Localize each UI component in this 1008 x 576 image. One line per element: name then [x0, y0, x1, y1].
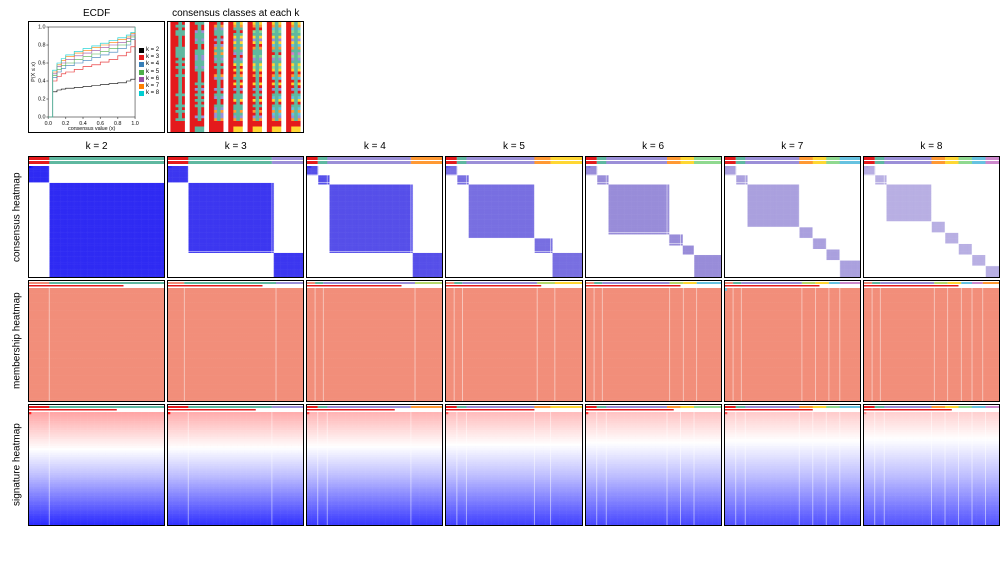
top-row: ECDF k = 2k = 3k = 4k = 5k = 6k = 7k = 8…	[28, 8, 304, 133]
consensus-heatmap-k4	[306, 156, 443, 278]
row-label-signature: signature heatmap	[8, 404, 26, 526]
signature-heatmap-k4	[306, 404, 443, 526]
ecdf-plot: k = 2k = 3k = 4k = 5k = 6k = 7k = 8	[28, 21, 165, 133]
membership-heatmap-k7	[724, 280, 861, 402]
signature-heatmap-k7	[724, 404, 861, 526]
signature-heatmap-k8	[863, 404, 1000, 526]
membership-heatmap-k6	[585, 280, 722, 402]
membership-heatmap-k8	[863, 280, 1000, 402]
consensus-heatmap-k3	[167, 156, 304, 278]
row-label-consensus: consensus heatmap	[8, 156, 26, 278]
signature-heatmap-k5	[445, 404, 582, 526]
row-label-membership: membership heatmap	[8, 280, 26, 402]
signature-heatmap-k2	[28, 404, 165, 526]
membership-heatmap-k2	[28, 280, 165, 402]
consensus-heatmap-k7	[724, 156, 861, 278]
k-label-8: k = 8	[863, 139, 1000, 154]
membership-heatmap-k3	[167, 280, 304, 402]
k-label-7: k = 7	[724, 139, 861, 154]
k-label-6: k = 6	[585, 139, 722, 154]
ecdf-panel: ECDF k = 2k = 3k = 4k = 5k = 6k = 7k = 8	[28, 8, 165, 133]
k-label-2: k = 2	[28, 139, 165, 154]
consensus-classes-plot	[167, 21, 304, 133]
k-label-4: k = 4	[306, 139, 443, 154]
figure-grid: ECDF k = 2k = 3k = 4k = 5k = 6k = 7k = 8…	[8, 8, 1000, 526]
consensus-classes-title: consensus classes at each k	[167, 8, 304, 19]
consensus-classes-panel: consensus classes at each k	[167, 8, 304, 133]
consensus-heatmap-k6	[585, 156, 722, 278]
signature-heatmap-k6	[585, 404, 722, 526]
ecdf-legend: k = 2k = 3k = 4k = 5k = 6k = 7k = 8	[138, 46, 160, 98]
signature-heatmap-k3	[167, 404, 304, 526]
consensus-heatmap-k2	[28, 156, 165, 278]
membership-heatmap-k5	[445, 280, 582, 402]
k-label-5: k = 5	[445, 139, 582, 154]
k-label-3: k = 3	[167, 139, 304, 154]
consensus-heatmap-k8	[863, 156, 1000, 278]
ecdf-title: ECDF	[28, 8, 165, 19]
membership-heatmap-k4	[306, 280, 443, 402]
consensus-heatmap-k5	[445, 156, 582, 278]
